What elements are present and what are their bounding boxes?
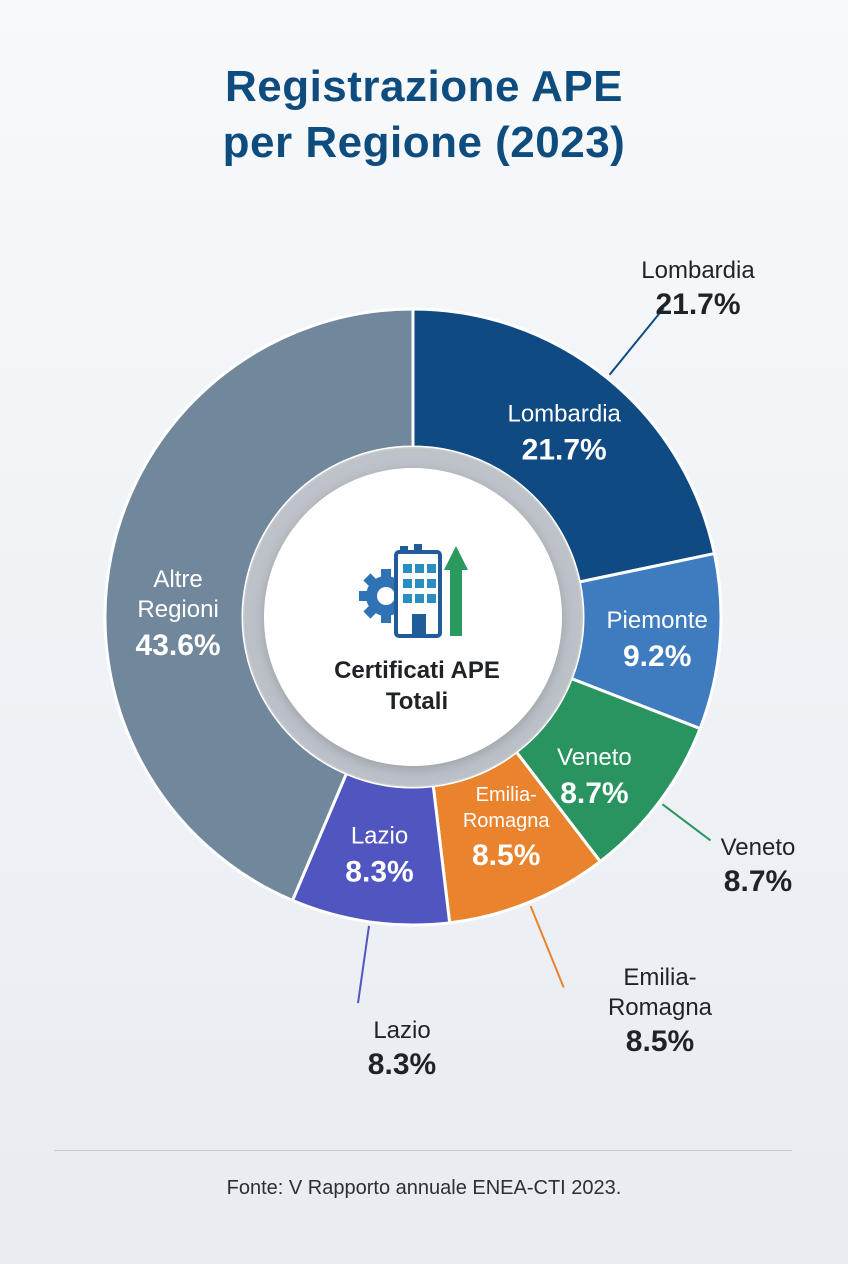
slices-group: [103, 307, 723, 927]
slice-label-altre-regioni: Regioni: [137, 596, 218, 623]
slice-label-emilia-romagna: Romagna: [463, 810, 551, 832]
callout-line-emilia-romagna: [529, 905, 565, 988]
slice-label-emilia-romagna: Emilia-: [476, 784, 537, 806]
callout-value-lombardia: 21.7%: [655, 288, 740, 321]
slice-label-piemonte: Piemonte: [607, 607, 708, 634]
callout-line-veneto: [661, 803, 712, 842]
slice-label-veneto: Veneto: [557, 744, 632, 771]
source-note: Fonte: V Rapporto annuale ENEA-CTI 2023.: [226, 1177, 622, 1199]
callout-label-lombardia: Lombardia: [641, 257, 755, 284]
chart-title-line-1: Registrazione APE: [224, 62, 624, 111]
building-growth-icon: [359, 544, 468, 638]
callout-label-veneto: Veneto: [721, 834, 796, 861]
slice-value-veneto: 8.7%: [560, 777, 628, 810]
slice-value-lazio: 8.3%: [345, 856, 413, 889]
slice-value-altre-regioni: 43.6%: [136, 629, 221, 662]
callout-value-emilia-romagna: 8.5%: [626, 1025, 694, 1058]
callout-label-emilia-romagna: Romagna: [608, 994, 713, 1021]
slice-value-lombardia: 21.7%: [522, 434, 607, 467]
slice-value-piemonte: 9.2%: [623, 640, 691, 673]
slice-value-emilia-romagna: 8.5%: [472, 839, 540, 872]
slice-lombardia[interactable]: [411, 307, 717, 584]
footer-divider: [54, 1150, 792, 1151]
slice-label-altre-regioni: Altre: [153, 566, 202, 593]
callout-label-emilia-romagna: Emilia-: [623, 964, 696, 991]
callouts-group: Lombardia 21.7% Veneto 8.7% Emilia- Romagna 8.…: [357, 257, 796, 1081]
callout-label-lazio: Lazio: [373, 1017, 430, 1044]
callout-line-lombardia: [608, 307, 665, 376]
slice-label-lombardia: Lombardia: [507, 401, 621, 428]
callout-value-lazio: 8.3%: [368, 1048, 436, 1081]
callout-value-veneto: 8.7%: [724, 865, 792, 898]
slice-label-lazio: Lazio: [351, 823, 408, 850]
center-label-line-2: Totali: [386, 688, 448, 715]
chart-title-line-2: per Regione (2023): [222, 118, 626, 167]
labels-group: Lombardia 21.7% Piemonte 9.2% Veneto 8.7% Emil…: [136, 401, 708, 889]
callout-line-lazio: [357, 925, 370, 1004]
slice-altre-regioni[interactable]: [103, 307, 415, 903]
center-label-line-1: Certificati APE: [334, 657, 500, 684]
